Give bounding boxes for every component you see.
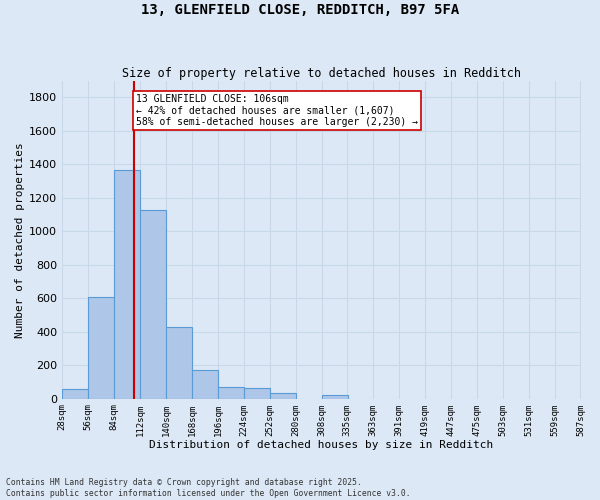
- Bar: [322, 396, 348, 398]
- Bar: [62, 388, 88, 398]
- Bar: [166, 326, 192, 398]
- Bar: [218, 387, 244, 398]
- Y-axis label: Number of detached properties: Number of detached properties: [15, 142, 25, 338]
- Text: Contains HM Land Registry data © Crown copyright and database right 2025.
Contai: Contains HM Land Registry data © Crown c…: [6, 478, 410, 498]
- Title: Size of property relative to detached houses in Redditch: Size of property relative to detached ho…: [122, 66, 521, 80]
- Bar: [140, 210, 166, 398]
- Text: 13 GLENFIELD CLOSE: 106sqm
← 42% of detached houses are smaller (1,607)
58% of s: 13 GLENFIELD CLOSE: 106sqm ← 42% of deta…: [136, 94, 418, 128]
- Bar: [88, 298, 114, 398]
- Bar: [114, 170, 140, 398]
- Text: 13, GLENFIELD CLOSE, REDDITCH, B97 5FA: 13, GLENFIELD CLOSE, REDDITCH, B97 5FA: [141, 2, 459, 16]
- Bar: [192, 370, 218, 398]
- X-axis label: Distribution of detached houses by size in Redditch: Distribution of detached houses by size …: [149, 440, 493, 450]
- Bar: [244, 388, 270, 398]
- Bar: [270, 393, 296, 398]
